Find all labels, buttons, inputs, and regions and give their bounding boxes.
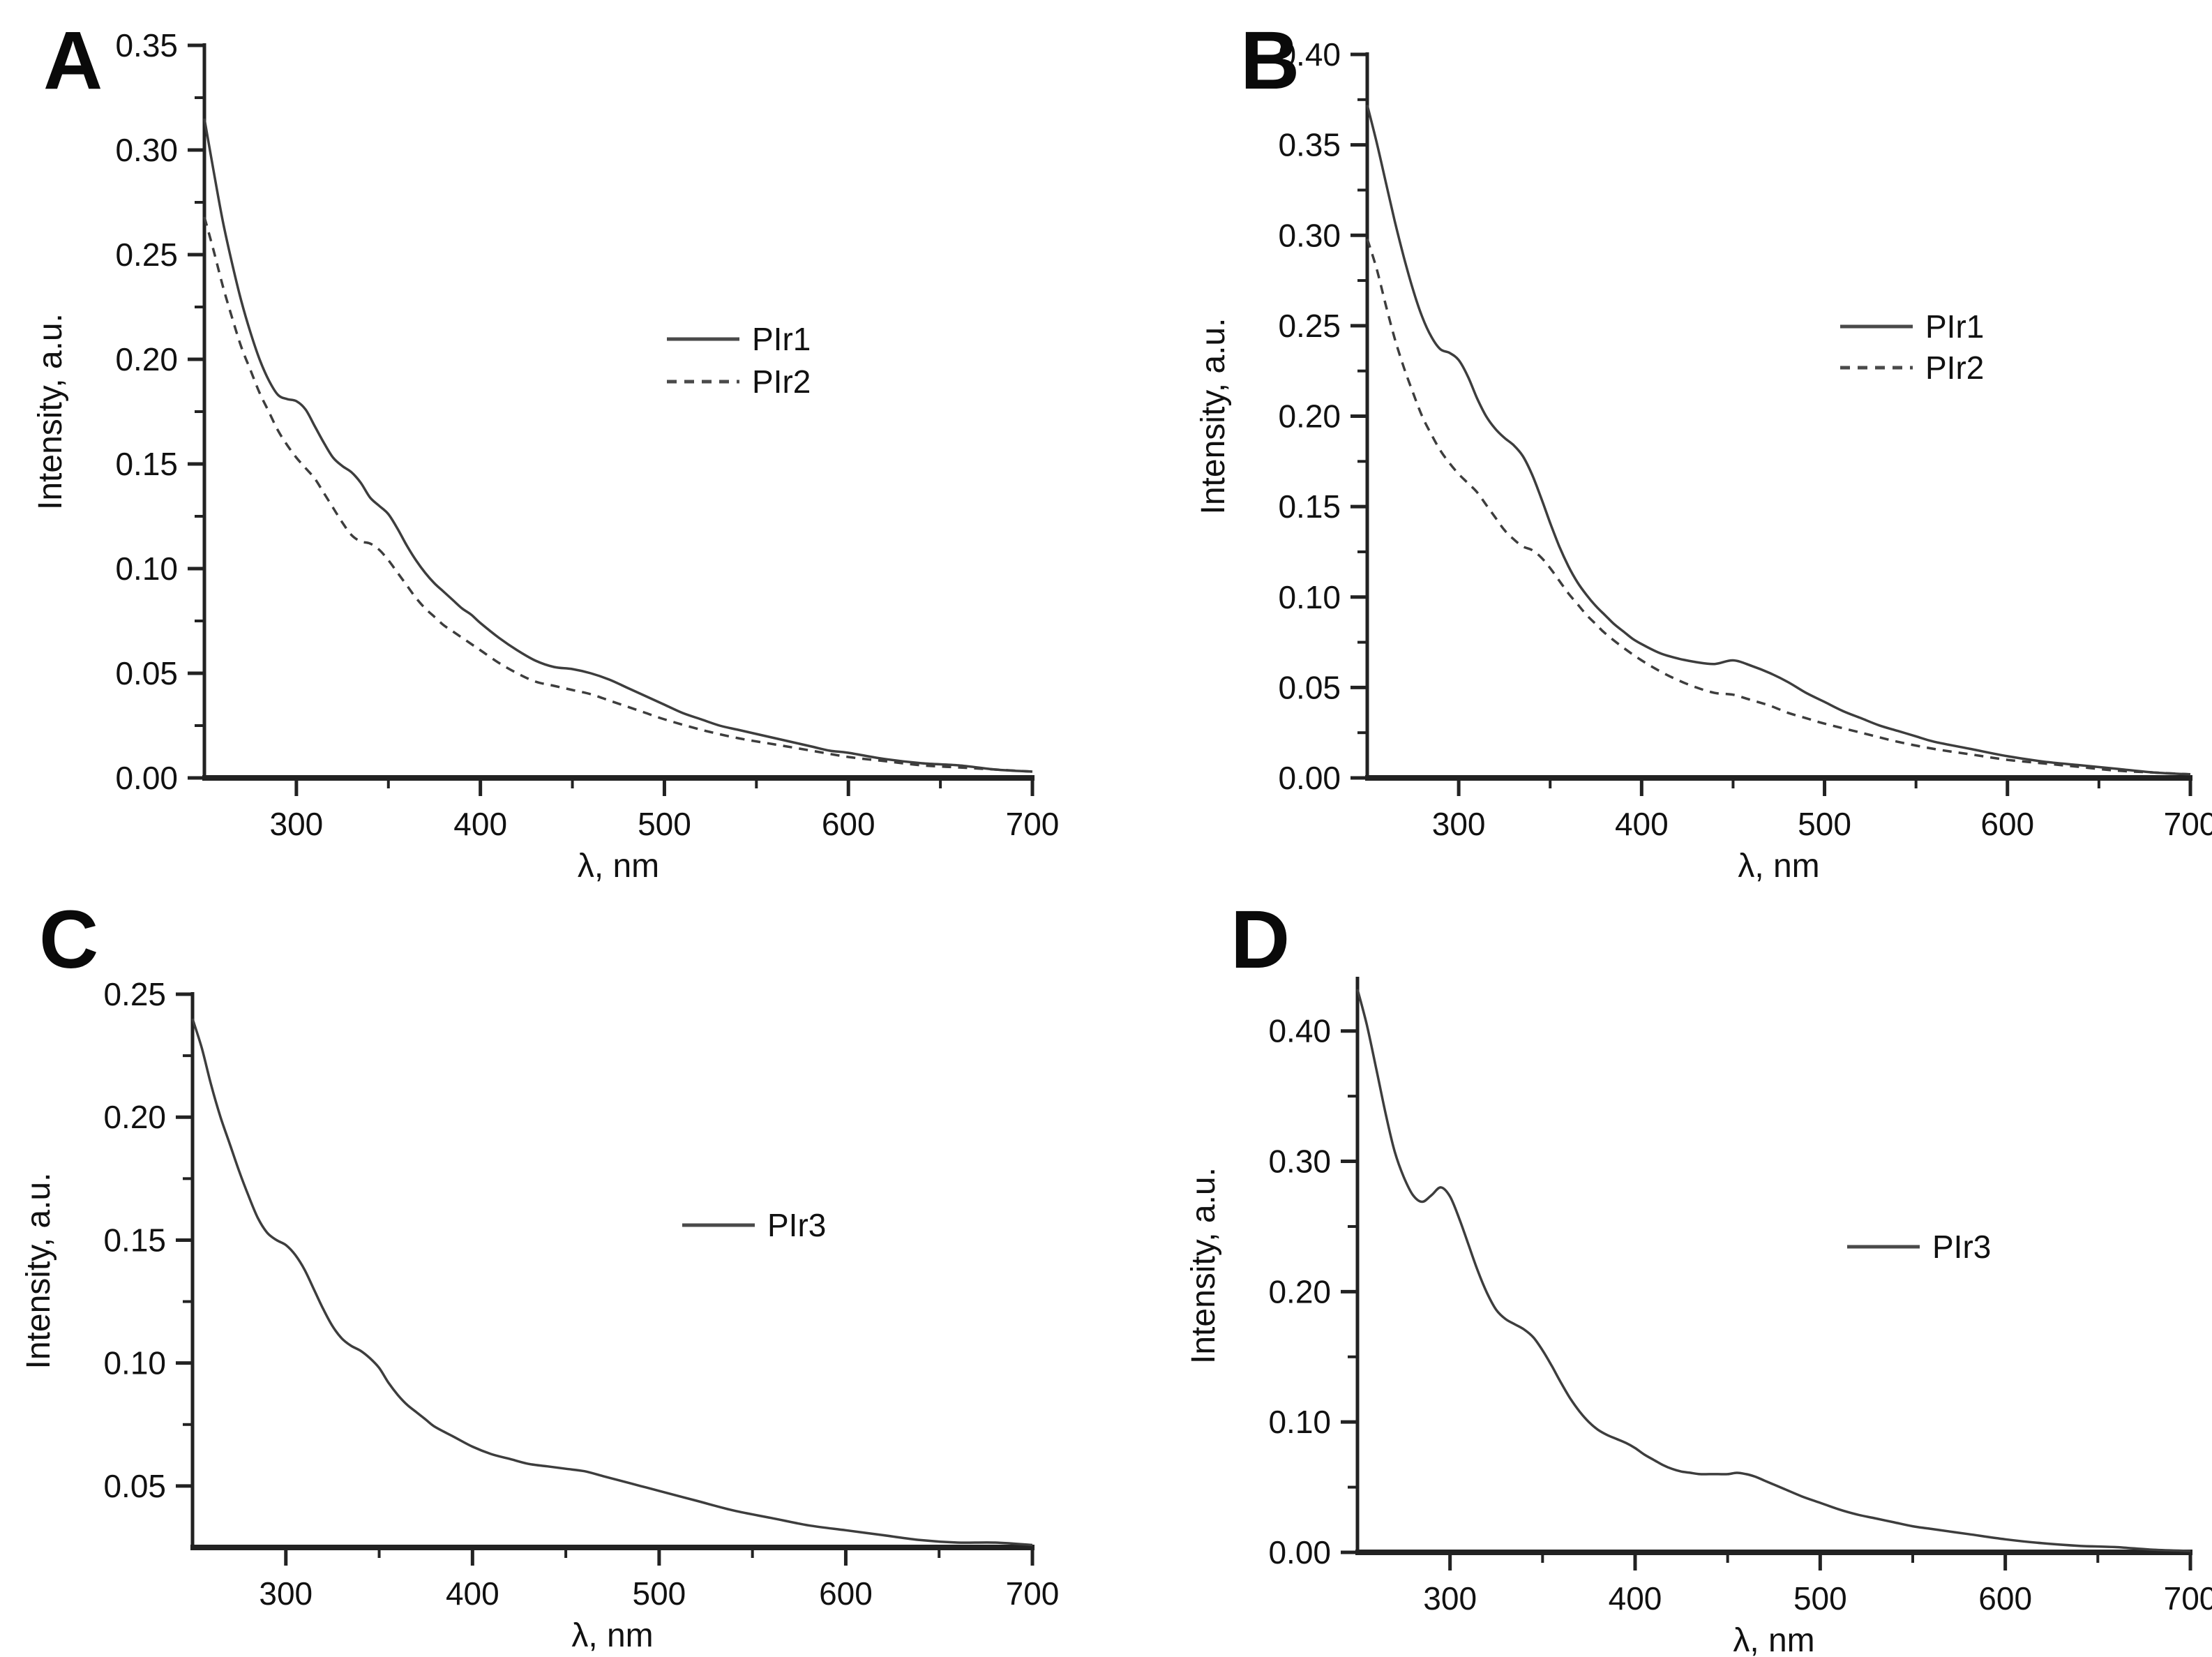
y-tick-label: 0.25 bbox=[115, 237, 178, 273]
x-tick-label: 700 bbox=[2164, 806, 2212, 842]
x-axis-title: λ, nm bbox=[571, 1617, 653, 1654]
x-tick-label: 300 bbox=[1423, 1580, 1477, 1617]
y-tick-label: 0.15 bbox=[103, 1222, 166, 1258]
y-tick-label: 0.15 bbox=[1278, 488, 1341, 525]
y-tick-label: 0.25 bbox=[1278, 308, 1341, 344]
legend-label-PIr2: PIr2 bbox=[752, 363, 811, 400]
panel-A: 0.00 0.05 0.10 0.15 0.20 0.25 0.30 0.35 300 400 50… bbox=[32, 27, 1059, 885]
y-tick-label: 0.20 bbox=[1268, 1273, 1331, 1310]
y-tick-label: 0.10 bbox=[115, 550, 178, 587]
x-tick-label: 300 bbox=[259, 1575, 313, 1612]
y-tick-label: 0.30 bbox=[1268, 1144, 1331, 1180]
x-tick-label: 500 bbox=[1798, 806, 1851, 842]
y-tick-label: 0.30 bbox=[1278, 217, 1341, 253]
x-tick-label: 600 bbox=[1978, 1580, 2032, 1617]
panel-D: 0.00 0.10 0.20 0.30 0.40 300 400 500 600 700 λ, nm… bbox=[1185, 977, 2212, 1657]
y-axis-title: Intensity, a.u. bbox=[20, 1173, 57, 1370]
y-tick-label: 0.00 bbox=[115, 760, 178, 796]
x-tick-label: 400 bbox=[446, 1575, 499, 1612]
x-tick-label: 400 bbox=[1615, 806, 1669, 842]
y-tick-label: 0.10 bbox=[1268, 1404, 1331, 1440]
y-tick-label: 0.10 bbox=[1278, 579, 1341, 615]
curve-PIr1 bbox=[1366, 105, 2191, 776]
x-tick-label: 500 bbox=[1793, 1580, 1847, 1617]
y-tick-label: 0.35 bbox=[1278, 127, 1341, 163]
panel-letter-d: D bbox=[1231, 894, 1291, 986]
x-tick-label: 300 bbox=[270, 806, 324, 842]
panel-B: 0.00 0.05 0.10 0.15 0.20 0.25 0.30 0.35 0.40 300 4… bbox=[1195, 36, 2212, 885]
legend-label-PIr2: PIr2 bbox=[1925, 350, 1984, 386]
curve-PIr1 bbox=[203, 118, 1033, 773]
x-tick-label: 700 bbox=[1006, 1575, 1060, 1612]
x-tick-label: 400 bbox=[1609, 1580, 1662, 1617]
x-tick-label: 400 bbox=[453, 806, 507, 842]
x-tick-label: 700 bbox=[2164, 1580, 2212, 1617]
y-tick-label: 0.25 bbox=[103, 976, 166, 1012]
y-tick-label: 0.20 bbox=[115, 341, 178, 377]
y-tick-label: 0.05 bbox=[115, 655, 178, 691]
y-tick-label: 0.40 bbox=[1278, 36, 1341, 73]
curve-PIr2 bbox=[1366, 238, 2191, 776]
panel-letter-a: A bbox=[43, 15, 103, 107]
x-tick-label: 600 bbox=[819, 1575, 873, 1612]
curve-PIr2 bbox=[203, 216, 1033, 773]
y-tick-label: 0.30 bbox=[115, 132, 178, 168]
x-tick-label: 600 bbox=[822, 806, 875, 842]
y-axis-title: Intensity, a.u. bbox=[1185, 1167, 1222, 1364]
y-axis-title: Intensity, a.u. bbox=[32, 313, 69, 510]
legend-label-PIr3: PIr3 bbox=[1932, 1229, 1991, 1265]
y-tick-label: 0.05 bbox=[103, 1468, 166, 1504]
y-tick-label: 0.05 bbox=[1278, 669, 1341, 705]
y-tick-label: 0.10 bbox=[103, 1345, 166, 1381]
panel-letter-c: C bbox=[39, 894, 99, 986]
y-tick-label: 0.40 bbox=[1268, 1013, 1331, 1049]
curve-PIr3 bbox=[1356, 989, 2191, 1552]
x-tick-label: 600 bbox=[1980, 806, 2034, 842]
panel-C: 0.05 0.10 0.15 0.20 0.25 300 400 500 600 700 λ, nm… bbox=[20, 976, 1059, 1654]
y-tick-label: 0.35 bbox=[115, 27, 178, 63]
y-tick-label: 0.00 bbox=[1278, 760, 1341, 796]
legend-label-PIr3: PIr3 bbox=[767, 1207, 826, 1243]
x-tick-label: 300 bbox=[1432, 806, 1486, 842]
y-tick-label: 0.00 bbox=[1268, 1534, 1331, 1570]
legend-label-PIr1: PIr1 bbox=[1925, 308, 1984, 345]
legend-label-PIr1: PIr1 bbox=[752, 321, 811, 357]
y-axis-title: Intensity, a.u. bbox=[1195, 318, 1232, 515]
panel-letter-b: B bbox=[1240, 15, 1300, 107]
x-tick-label: 700 bbox=[1006, 806, 1060, 842]
x-axis-title: λ, nm bbox=[1733, 1622, 1814, 1657]
x-axis-title: λ, nm bbox=[578, 848, 659, 885]
curve-PIr3 bbox=[191, 1018, 1033, 1547]
y-tick-label: 0.15 bbox=[115, 446, 178, 482]
x-tick-label: 500 bbox=[638, 806, 691, 842]
x-axis-title: λ, nm bbox=[1738, 848, 1819, 885]
x-tick-label: 500 bbox=[633, 1575, 686, 1612]
y-tick-label: 0.20 bbox=[103, 1099, 166, 1135]
y-tick-label: 0.20 bbox=[1278, 398, 1341, 435]
